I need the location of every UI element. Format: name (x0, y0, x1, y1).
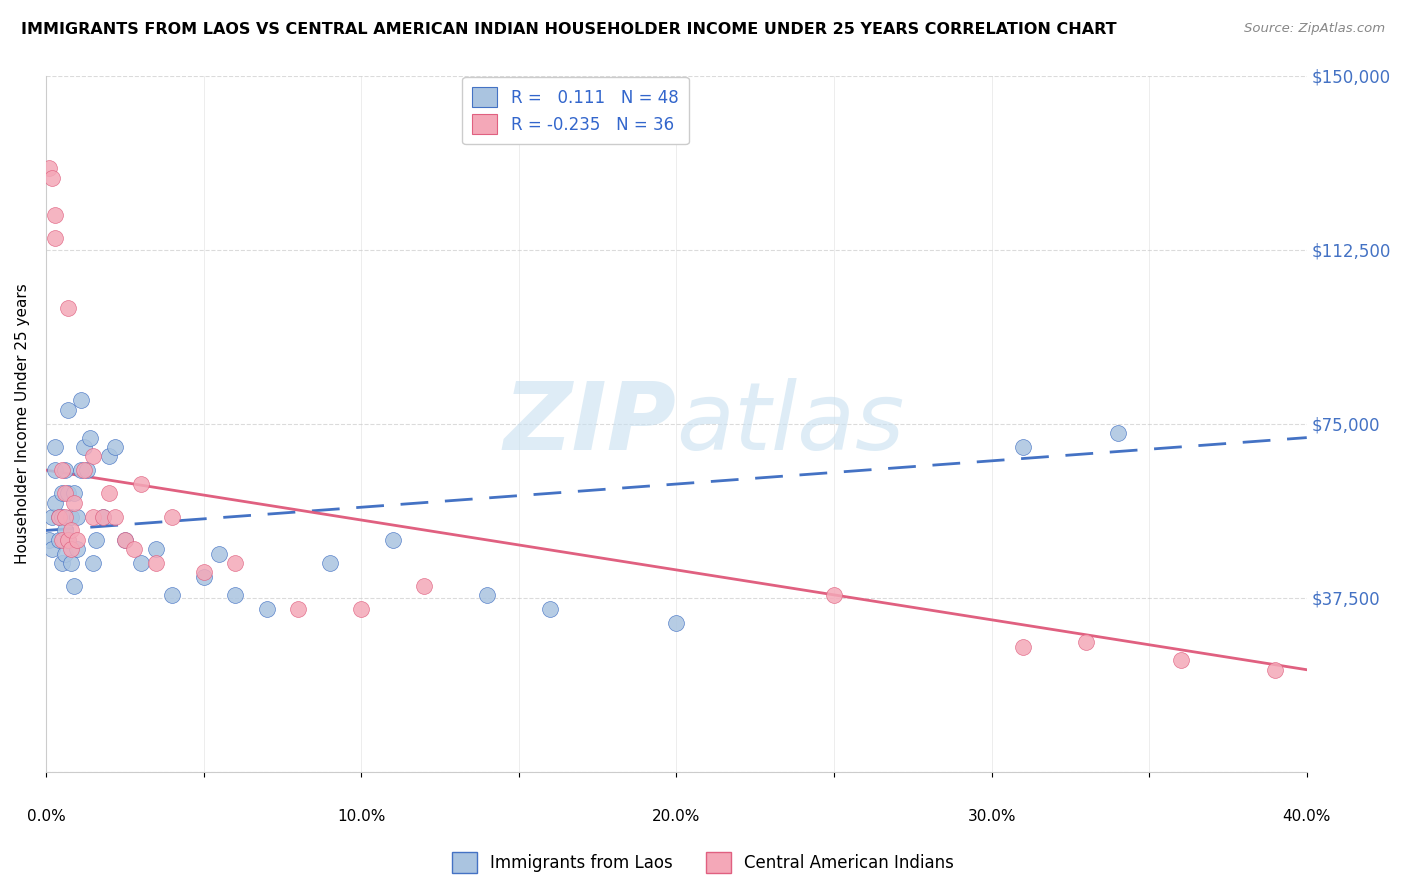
Point (53, 509, 76, 524)
Text: 10.0%: 10.0% (337, 809, 385, 824)
Y-axis label: Householder Income Under 25 years: Householder Income Under 25 years (15, 284, 30, 564)
Point (63, 495, 86, 509)
Point (51, 533, 73, 547)
Point (66, 541, 89, 556)
Point (53, 524, 76, 538)
Point (104, 440, 127, 454)
Point (41, 170, 63, 185)
Point (823, 589, 845, 603)
Point (287, 602, 309, 616)
Point (53, 486, 76, 500)
Point (82, 449, 104, 463)
Point (79, 431, 101, 445)
Point (160, 589, 183, 603)
Point (145, 541, 167, 556)
Point (91, 509, 114, 524)
Point (41, 541, 63, 556)
Point (413, 579, 436, 593)
Point (1107, 425, 1129, 440)
Point (51, 509, 73, 524)
Point (318, 556, 340, 570)
Point (44, 440, 66, 454)
Point (56, 301, 79, 315)
Point (538, 602, 561, 616)
Point (350, 602, 373, 616)
Point (129, 556, 152, 570)
Point (114, 533, 136, 547)
Point (98, 486, 121, 500)
Point (66, 533, 89, 547)
Text: Source: ZipAtlas.com: Source: ZipAtlas.com (1244, 22, 1385, 36)
Point (69, 393, 91, 408)
Point (48, 533, 70, 547)
Point (60, 541, 83, 556)
Text: 30.0%: 30.0% (967, 809, 1015, 824)
Point (193, 566, 215, 580)
Point (51, 486, 73, 500)
Point (160, 509, 183, 524)
Point (1012, 640, 1035, 654)
Point (381, 533, 404, 547)
Point (1264, 663, 1286, 677)
Point (69, 463, 91, 477)
Point (82, 509, 104, 524)
Point (1170, 653, 1192, 667)
Point (82, 556, 104, 570)
Point (51, 556, 73, 570)
Point (122, 541, 145, 556)
Point (129, 477, 152, 491)
Point (60, 556, 83, 570)
Point (44, 231, 66, 245)
Point (51, 463, 73, 477)
Point (114, 533, 136, 547)
Point (224, 589, 246, 603)
Text: atlas: atlas (676, 378, 904, 469)
Point (44, 463, 66, 477)
Point (91, 509, 114, 524)
Point (56, 486, 79, 500)
Point (224, 556, 246, 570)
Point (48, 509, 70, 524)
Point (53, 547, 76, 561)
Point (56, 402, 79, 417)
Point (1074, 635, 1097, 649)
Point (44, 495, 66, 509)
Point (104, 509, 127, 524)
Point (66, 509, 89, 524)
Text: IMMIGRANTS FROM LAOS VS CENTRAL AMERICAN INDIAN HOUSEHOLDER INCOME UNDER 25 YEAR: IMMIGRANTS FROM LAOS VS CENTRAL AMERICAN… (21, 22, 1116, 37)
Point (53, 463, 76, 477)
Point (256, 602, 278, 616)
Point (208, 547, 231, 561)
Point (63, 579, 86, 593)
Text: 40.0%: 40.0% (1282, 809, 1331, 824)
Legend: Immigrants from Laos, Central American Indians: Immigrants from Laos, Central American I… (446, 846, 960, 880)
Point (477, 589, 499, 603)
Point (73, 463, 96, 477)
Point (38, 161, 60, 176)
Point (1012, 440, 1035, 454)
Text: 20.0%: 20.0% (652, 809, 700, 824)
Point (98, 449, 121, 463)
Point (38, 533, 60, 547)
Point (63, 486, 86, 500)
Point (56, 533, 79, 547)
Point (44, 208, 66, 222)
Point (86, 533, 108, 547)
Point (48, 509, 70, 524)
Point (193, 570, 215, 584)
Text: 0.0%: 0.0% (27, 809, 65, 824)
Text: ZIP: ZIP (503, 377, 676, 470)
Point (73, 440, 96, 454)
Point (60, 509, 83, 524)
Point (56, 533, 79, 547)
Legend: R =   0.111   N = 48, R = -0.235   N = 36: R = 0.111 N = 48, R = -0.235 N = 36 (463, 77, 689, 145)
Point (145, 556, 167, 570)
Point (60, 524, 83, 538)
Point (76, 463, 98, 477)
Point (665, 616, 688, 631)
Point (41, 509, 63, 524)
